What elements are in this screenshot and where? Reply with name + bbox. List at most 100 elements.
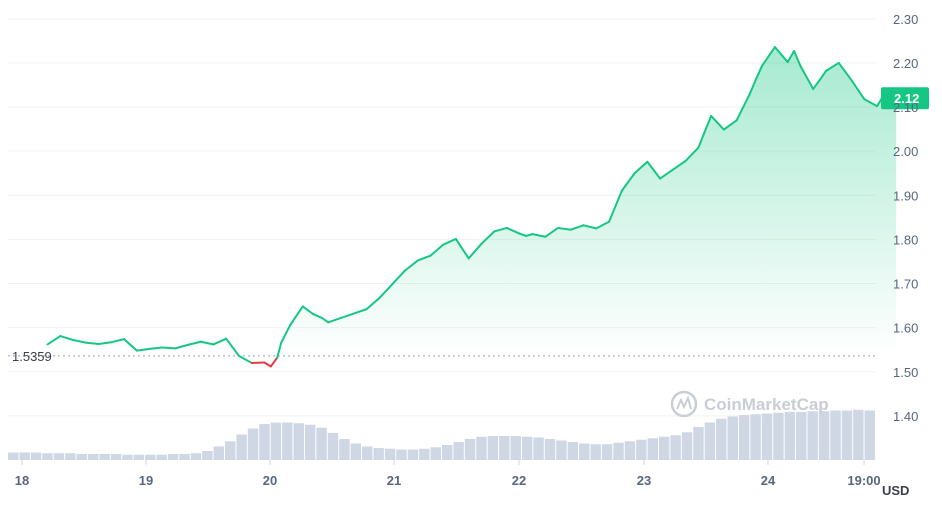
volume-bar: [133, 454, 145, 460]
price-segment: [646, 160, 662, 180]
y-tick-label: 2.10: [893, 100, 918, 115]
price-segment: [608, 189, 623, 223]
price-segment: [280, 324, 291, 345]
price-segment: [378, 283, 394, 300]
price-segment: [671, 164, 681, 171]
volume-bar: [156, 454, 167, 460]
price-segment: [761, 46, 776, 67]
price-segment: [684, 146, 700, 162]
volume-bar: [30, 452, 42, 460]
y-tick-label: 1.60: [893, 321, 918, 336]
volume-bar: [65, 453, 76, 460]
price-segment: [793, 50, 802, 68]
y-tick-label: 1.70: [893, 277, 918, 292]
volume-bar: [784, 412, 796, 460]
coinmarketcap-logo-wave: [676, 395, 692, 410]
volume-bar: [738, 415, 750, 460]
price-segment: [365, 297, 381, 311]
x-tick-label: 23: [637, 473, 651, 488]
price-segment: [311, 312, 323, 319]
x-tick-label: 19: [139, 473, 153, 488]
volume-bar: [304, 424, 316, 460]
volume-bar: [350, 443, 362, 460]
volume-bar: [567, 442, 579, 460]
volume-bar: [807, 411, 818, 460]
volume-bar: [716, 418, 727, 460]
volume-bar: [761, 413, 773, 460]
price-segment: [199, 340, 215, 346]
volume-bar: [750, 414, 761, 460]
price-segment: [818, 69, 827, 82]
price-segment: [148, 346, 164, 350]
volume-bar: [225, 441, 236, 460]
watermark-text: CoinMarketCap: [704, 395, 829, 414]
price-segment: [237, 354, 253, 364]
price-segment: [531, 233, 547, 238]
price-segment: [582, 224, 598, 230]
volume-bar: [407, 449, 419, 460]
volume-bar: [384, 448, 396, 460]
price-segment: [59, 335, 75, 341]
price-segment: [710, 114, 725, 131]
volume-bar: [533, 437, 544, 460]
price-segment: [735, 93, 751, 122]
volume-bar: [464, 439, 476, 460]
price-segment: [544, 226, 559, 238]
price-segment: [429, 243, 445, 257]
volume-bar: [213, 446, 224, 460]
price-segment: [863, 98, 879, 108]
y-tick-label: 1.80: [893, 232, 918, 247]
volume-bar: [110, 454, 122, 460]
currency-label: USD: [882, 483, 909, 498]
price-segment: [595, 220, 611, 230]
current-price-tag: [881, 87, 929, 110]
volume-bar: [190, 453, 202, 460]
volume-bar: [773, 412, 784, 460]
volume-bar: [693, 427, 704, 460]
price-segment: [288, 305, 304, 327]
volume-bar: [87, 454, 99, 460]
volume-bar: [647, 438, 658, 460]
price-segment: [569, 224, 585, 231]
price-segment: [276, 342, 283, 359]
volume-bar: [8, 452, 19, 460]
reference-value-label: 1.5359: [12, 349, 52, 364]
price-segment: [525, 233, 534, 237]
y-tick-label: 1.50: [893, 365, 918, 380]
volume-bar: [293, 423, 304, 460]
price-segment: [416, 254, 432, 262]
volume-bar: [236, 434, 247, 460]
price-segment: [620, 172, 636, 192]
price-segment: [340, 312, 355, 319]
area-fill: [47, 47, 897, 356]
grid-lines: [8, 18, 876, 417]
volume-bar: [42, 453, 53, 460]
x-tick-label: 18: [15, 473, 29, 488]
price-segment: [174, 343, 189, 350]
volume-bar: [270, 422, 282, 460]
volume-bar: [556, 440, 567, 460]
y-axis: 2.30 2.20 2.10 2.00 1.90 1.80 1.70 1.60 1.50 1.40: [893, 12, 918, 424]
x-axis: 18 19 20 21 22 23 24 19:00: [15, 460, 881, 488]
volume-bar: [590, 444, 601, 460]
price-segment: [850, 79, 866, 101]
price-segment: [442, 237, 457, 246]
volume-bar: [681, 432, 693, 460]
volume-bar: [362, 446, 373, 460]
x-tick-label: 24: [761, 473, 776, 488]
volume-bar: [247, 428, 259, 460]
price-segment: [678, 159, 687, 167]
price-segment: [301, 305, 314, 315]
volume-bar: [579, 443, 590, 460]
volume-bar: [853, 409, 864, 460]
volume-bar: [99, 454, 110, 460]
volume-bar: [510, 436, 521, 460]
price-segment: [454, 237, 470, 260]
price-segment: [110, 338, 126, 344]
price-segment: [659, 168, 674, 180]
price-segment: [748, 78, 757, 96]
price-line: [46, 46, 898, 368]
x-tick-label: 19:00: [847, 473, 880, 488]
